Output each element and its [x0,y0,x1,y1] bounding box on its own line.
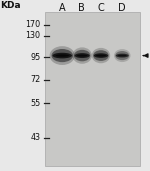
Ellipse shape [115,51,129,60]
Text: 55: 55 [30,99,40,108]
Ellipse shape [72,47,92,64]
Ellipse shape [75,53,90,58]
Text: 72: 72 [30,75,40,84]
Text: 95: 95 [30,53,40,62]
Ellipse shape [116,54,129,57]
Text: C: C [98,3,105,13]
Text: 170: 170 [25,20,40,29]
Ellipse shape [94,53,108,58]
Ellipse shape [93,50,109,61]
Text: D: D [118,3,126,13]
Ellipse shape [118,55,127,56]
Ellipse shape [52,49,73,62]
Ellipse shape [56,54,69,57]
Text: KDa: KDa [0,2,21,10]
Ellipse shape [74,50,90,61]
Ellipse shape [50,46,75,65]
Ellipse shape [96,55,106,57]
Text: 43: 43 [30,133,40,142]
FancyBboxPatch shape [45,12,140,166]
Ellipse shape [92,48,110,63]
Text: B: B [78,3,85,13]
Ellipse shape [77,55,87,57]
Text: A: A [59,3,66,13]
Ellipse shape [114,49,130,62]
Ellipse shape [52,53,72,58]
Text: 130: 130 [26,31,40,40]
